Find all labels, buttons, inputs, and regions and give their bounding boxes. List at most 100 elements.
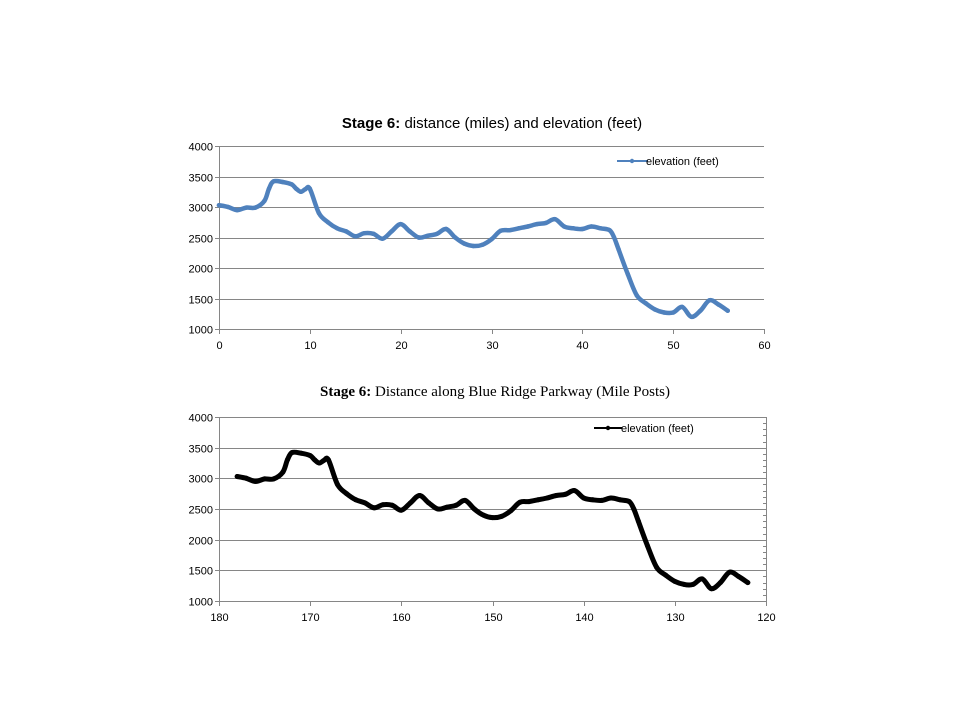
chart-bottom-data-point (307, 453, 313, 459)
chart-top-data-point (561, 224, 567, 229)
chart-top-data-point (543, 220, 549, 226)
chart-top-data-point (216, 202, 222, 208)
chart-bottom-data-point (490, 515, 495, 521)
chart-bottom-data-point (289, 450, 295, 456)
chart-top-y-tick-label: 3000 (189, 203, 213, 215)
chart-top-legend: elevation (feet) (617, 156, 719, 168)
chart-top-data-point (298, 189, 304, 195)
chart-bottom-data-point (284, 457, 290, 463)
chart-bottom-data-point (727, 569, 732, 575)
chart-top-data-point (244, 205, 249, 210)
chart-top-x-tick-label: 60 (758, 340, 770, 352)
chart-top-data-point (616, 247, 621, 252)
chart-bottom-data-point (398, 507, 404, 513)
chart-bottom-data-point (262, 476, 268, 482)
chart-top-data-point (480, 242, 485, 248)
chart-bottom-data-point (717, 580, 723, 586)
chart-bottom-legend-marker (605, 425, 611, 431)
chart-bottom-data-point (663, 572, 669, 578)
chart-top-data-point (266, 186, 272, 191)
chart-top-data-point (643, 301, 649, 306)
chart-top-y-tick-label: 1000 (189, 325, 213, 337)
chart-bottom-data-point (608, 495, 614, 501)
chart-top-data-point (371, 231, 376, 237)
chart-bottom-data-point (745, 580, 751, 586)
chart-bottom-y-tick-label: 3000 (189, 474, 213, 486)
chart-top-data-point (471, 243, 476, 249)
chart-top-data-point (552, 216, 558, 222)
chart-top-data-point (607, 227, 612, 233)
chart-bottom-data-point (553, 493, 559, 498)
chart-top-data-point (625, 271, 631, 277)
chart-top-data-point (380, 236, 385, 241)
chart-top-data-point (225, 204, 231, 210)
chart-bottom-data-point (371, 505, 377, 511)
chart-top-data-point (425, 233, 431, 238)
chart-bottom-data-point (353, 497, 359, 503)
chart-bottom-y-tick-label: 2000 (189, 536, 213, 548)
chart-top-title-bold: Stage 6: (342, 115, 400, 132)
chart-bottom-title-rest: Distance along Blue Ridge Parkway (Mile … (371, 384, 670, 400)
chart-top-y-tick-label: 1500 (189, 295, 213, 307)
chart-top-data-point (398, 221, 403, 227)
chart-bottom-data-point (271, 476, 277, 482)
chart-top-data-point (462, 241, 467, 246)
chart-bottom-data-point (581, 495, 587, 501)
chart-bottom-data-point (517, 499, 523, 505)
chart-bottom-data-point (499, 513, 505, 519)
chart-top-x-tick-labels: 0 10 20 30 40 50 60 (216, 340, 770, 352)
chart-top-data-point (571, 226, 576, 231)
chart-top-legend-label: elevation (feet) (646, 156, 719, 168)
chart-top: Stage 6: distance (miles) and elevation … (189, 115, 771, 352)
chart-top-data-point (271, 179, 276, 184)
chart-top-x-tick-label: 10 (304, 340, 316, 352)
chart-top-y-tick-label: 3500 (189, 173, 213, 185)
chart-bottom-y-tick-label: 2500 (189, 505, 213, 517)
chart-top-data-point (516, 226, 522, 231)
chart-top-data-point (234, 207, 240, 213)
chart-top-data-point (680, 304, 685, 310)
chart-top-x-tick-label: 40 (576, 340, 588, 352)
chart-top-y-tick-labels: 1000 1500 2000 2500 3000 3500 4000 (189, 142, 213, 337)
chart-bottom-data-point (535, 497, 541, 503)
chart-bottom-data-point (681, 581, 687, 587)
chart-bottom-y-tick-labels: 1000 1500 2000 2500 3000 3500 4000 (189, 413, 213, 609)
chart-bottom-data-point (435, 506, 441, 512)
chart-bottom-y-tick-label: 1500 (189, 566, 213, 578)
chart-bottom-data-point (654, 564, 660, 570)
chart-top-data-point (670, 310, 676, 315)
chart-bottom-data-point (298, 450, 304, 456)
chart-top-data-point (289, 182, 294, 187)
chart-top-x-tick-label: 20 (395, 340, 407, 352)
chart-bottom-y-tick-label: 3500 (189, 444, 213, 456)
chart-bottom-series (234, 449, 751, 592)
chart-top-data-point (362, 230, 367, 236)
chart-bottom-data-point (389, 502, 395, 508)
chart-top-data-point (634, 293, 640, 298)
chart-top-x-tick-label: 30 (486, 340, 498, 352)
chart-top-y-tick-label: 2500 (189, 234, 213, 246)
chart-bottom-data-point (572, 488, 577, 494)
chart-top-data-point (343, 229, 349, 234)
chart-bottom-x-tick-label: 180 (210, 612, 228, 624)
chart-top-data-point (598, 226, 603, 231)
chart-bottom-data-point (407, 500, 413, 506)
chart-bottom-data-point (617, 497, 623, 503)
chart-bottom-legend: elevation (feet) (594, 423, 694, 435)
chart-bottom-data-point (312, 457, 318, 463)
chart-bottom-data-point (508, 508, 514, 514)
chart-bottom-y-tick-label: 1000 (189, 597, 213, 609)
chart-top-data-point (716, 302, 721, 307)
chart-bottom-x-tick-label: 120 (757, 612, 775, 624)
chart-top-data-point (325, 220, 331, 225)
chart-bottom-title: Stage 6: Distance along Blue Ridge Parkw… (320, 384, 670, 400)
chart-bottom-data-point (444, 504, 450, 510)
chart-bottom-data-point (344, 491, 350, 497)
chart-bottom-data-point (562, 491, 568, 497)
chart-bottom-x-tick-label: 130 (666, 612, 684, 624)
chart-top-data-point (498, 228, 503, 234)
chart-top-data-point (452, 235, 458, 240)
chart-bottom-x-tick-label: 160 (392, 612, 410, 624)
chart-top-y-tick-label: 2000 (189, 264, 213, 276)
